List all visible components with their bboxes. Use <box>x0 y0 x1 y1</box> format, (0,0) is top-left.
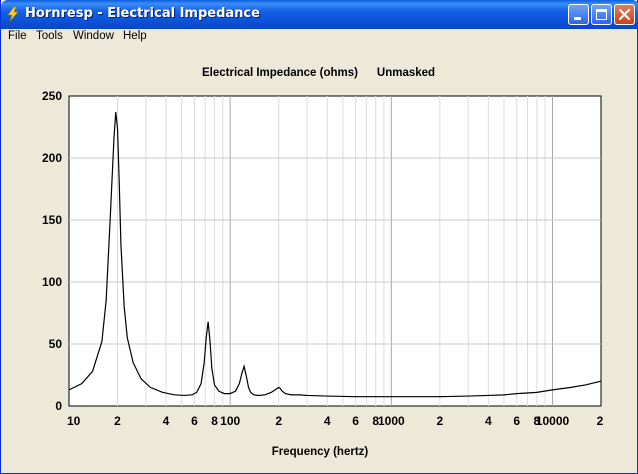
x-tick-label: 6 <box>191 414 198 428</box>
menu-window[interactable]: Window <box>73 30 114 42</box>
x-tick-label: 8 <box>211 414 218 428</box>
chart-subtitle: Unmasked <box>377 67 435 79</box>
y-axis-ticks: 0 50 100 150 200 250 <box>42 89 62 413</box>
x-tick-label: 4 <box>485 414 492 428</box>
x-tick-label: 6 <box>513 414 520 428</box>
x-tick-label: 6 <box>352 414 359 428</box>
menu-bar: File Tools Window Help <box>1 29 637 47</box>
y-tick-label: 0 <box>55 399 62 413</box>
y-tick-label: 50 <box>49 337 63 351</box>
minimize-icon <box>574 17 581 20</box>
y-tick-label: 150 <box>42 213 62 227</box>
x-tick-label: 10000 <box>536 414 570 428</box>
x-tick-label: 8 <box>534 414 541 428</box>
close-icon <box>618 8 631 21</box>
x-tick-label: 10 <box>67 414 81 428</box>
lightning-app-icon <box>7 6 19 22</box>
x-tick-label: 8 <box>372 414 379 428</box>
menu-tools[interactable]: Tools <box>36 30 63 42</box>
maximize-button[interactable] <box>591 4 612 25</box>
x-axis-label: Frequency (hertz) <box>272 446 369 458</box>
y-tick-label: 200 <box>42 151 62 165</box>
menu-help[interactable]: Help <box>123 30 147 42</box>
x-tick-label: 4 <box>163 414 170 428</box>
x-tick-label: 2 <box>275 414 282 428</box>
plot-area <box>68 95 602 407</box>
menu-file[interactable]: File <box>8 30 27 42</box>
title-bar[interactable]: Hornresp - Electrical Impedance <box>1 0 638 29</box>
y-tick-label: 250 <box>42 89 62 103</box>
impedance-series-line <box>68 112 602 398</box>
x-tick-label: 4 <box>324 414 331 428</box>
x-tick-label: 2 <box>436 414 443 428</box>
x-tick-label: 2 <box>114 414 121 428</box>
x-tick-label: 1000 <box>378 414 405 428</box>
grid-lines <box>69 96 601 406</box>
close-button[interactable] <box>614 4 635 25</box>
window-title: Hornresp - Electrical Impedance <box>25 6 260 21</box>
x-tick-label: 2 <box>597 414 604 428</box>
impedance-chart: Electrical Impedance (ohms) Unmasked 0 50… <box>42 67 604 458</box>
x-tick-label: 100 <box>220 414 240 428</box>
chart-title: Electrical Impedance (ohms) <box>202 67 358 79</box>
y-tick-label: 100 <box>42 275 62 289</box>
maximize-icon <box>596 9 607 20</box>
minimize-button[interactable] <box>568 4 589 25</box>
